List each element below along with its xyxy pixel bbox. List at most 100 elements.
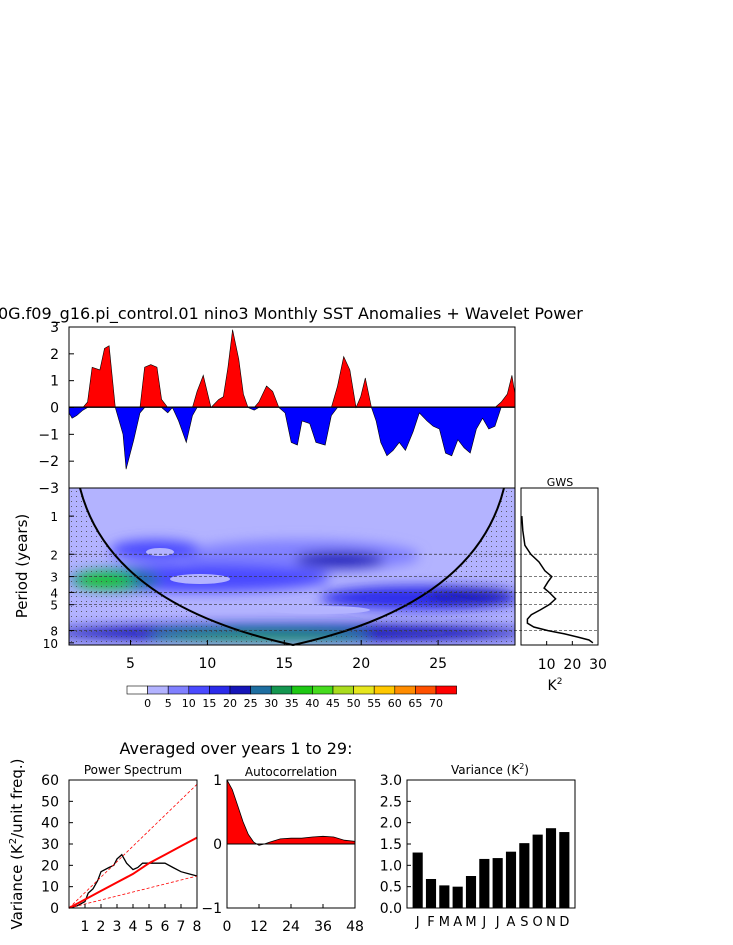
variance-y-tick-label: 3.0: [380, 773, 402, 789]
red-noise-lower-line: [69, 876, 197, 908]
main-title: 0G.f09_g16.pi_control.01 nino3 Monthly S…: [0, 304, 583, 324]
variance-title: Variance (K2): [451, 762, 529, 777]
colorbar-swatch: [354, 686, 375, 694]
variance-bars: [413, 828, 570, 908]
power-spectrum-frame: [69, 780, 197, 908]
sst-y-tick-label: 3: [50, 320, 59, 336]
variance-month-label: J: [481, 915, 486, 930]
power-spectrum-x-tick-label: 4: [129, 919, 138, 935]
colorbar-label: 45: [326, 697, 340, 710]
colorbar-label: 35: [285, 697, 299, 710]
variance-y-tick-label: 0.0: [380, 901, 402, 917]
variance-panel: Variance (K2) J F M A M J J A S O N D0.00.51.01.52.…: [380, 762, 575, 930]
power-spectrum-y-tick-label: 30: [41, 837, 59, 853]
variance-y-tick-label: 1.5: [380, 837, 402, 853]
gws-x-axis: 10 20 30: [538, 641, 607, 673]
autocorrelation-area: [227, 780, 355, 845]
variance-bar: [426, 879, 436, 908]
variance-bar: [559, 832, 569, 908]
variance-bar: [413, 853, 423, 908]
colorbar-swatch: [312, 686, 333, 694]
variance-bar: [439, 885, 449, 908]
colorbar-swatch: [251, 686, 272, 694]
autocorrelation-x-tick-label: 12: [250, 919, 268, 935]
wavelet-x-tick-label: 15: [275, 656, 293, 672]
variance-y-tick-label: 2.5: [380, 794, 402, 810]
gws-frame: [521, 488, 598, 645]
autocorrelation-axes: 0 12 24 36 4810−1: [201, 773, 364, 935]
wavelet-y-tick-label: 5: [50, 599, 58, 613]
colorbar-swatch: [148, 686, 169, 694]
variance-bar: [479, 859, 489, 908]
power-spectrum-y-tick-label: 60: [41, 773, 59, 789]
variance-bar: [519, 843, 529, 908]
wavelet-low-5yr: [270, 606, 370, 614]
wavelet-y-label: Period (years): [13, 514, 31, 619]
power-spectrum-y-tick-label: 10: [41, 880, 59, 896]
colorbar-swatch: [395, 686, 416, 694]
sst-y-tick-label: 0: [50, 401, 59, 417]
colorbar-swatch: [209, 686, 230, 694]
colorbar-label: 50: [347, 697, 361, 710]
colorbar-label: 20: [223, 697, 237, 710]
colorbar-label: 60: [388, 697, 402, 710]
variance-month-label: N: [546, 915, 556, 930]
sst-y-tick-label: 1: [50, 374, 59, 390]
colorbar-swatch: [230, 686, 251, 694]
wavelet-low-2yr: [146, 548, 174, 556]
variance-y-tick-label: 2.0: [380, 816, 402, 832]
colorbar-swatch: [168, 686, 189, 694]
power-spectrum-line: [69, 855, 197, 908]
variance-month-label: A: [453, 915, 462, 930]
variance-y-tick-label: 0.5: [380, 880, 402, 896]
variance-month-label: M: [465, 915, 476, 930]
colorbar: 0 5 10 15 20 25 30 35 40 45 50 55 60 65 70: [127, 686, 457, 710]
colorbar-swatch: [415, 686, 436, 694]
autocorrelation-x-tick-label: 36: [314, 919, 332, 935]
colorbar-label: 5: [165, 697, 172, 710]
sst-y-tick-label: −2: [38, 454, 59, 470]
gws-title: GWS: [547, 476, 573, 489]
power-spectrum-x-tick-label: 6: [161, 919, 170, 935]
power-spectrum-x-tick-label: 3: [113, 919, 122, 935]
colorbar-swatch: [271, 686, 292, 694]
sst-anomaly-panel: 3 2 1 0 −1 −2 −3: [38, 320, 515, 497]
red-noise-upper-line: [69, 784, 197, 908]
autocorrelation-x-tick-label: 24: [282, 919, 300, 935]
power-spectrum-y-tick-label: 20: [41, 858, 59, 874]
wavelet-x-tick-label: 10: [198, 656, 216, 672]
colorbar-swatch: [436, 686, 457, 694]
colorbar-swatch: [127, 686, 148, 694]
wavelet-x-tick-label: 25: [429, 656, 447, 672]
colorbar-label: 0: [144, 697, 151, 710]
power-spectrum-x-tick-label: 5: [145, 919, 154, 935]
variance-month-label: J: [495, 915, 500, 930]
variance-bar: [453, 887, 463, 908]
colorbar-label: 70: [429, 697, 443, 710]
autocorrelation-title: Autocorrelation: [245, 765, 337, 779]
power-spectrum-x-tick-label: 2: [97, 919, 106, 935]
wavelet-y-tick-label: 3: [50, 571, 58, 585]
wavelet-x-tick-label: 5: [126, 656, 135, 672]
subtitle: Averaged over years 1 to 29:: [120, 739, 353, 758]
gws-x-tick-label: 10: [538, 657, 556, 673]
sst-y-tick-label: −3: [38, 481, 59, 497]
colorbar-label: 25: [244, 697, 258, 710]
colorbar-swatch: [333, 686, 354, 694]
wavelet-x-tick-label: 20: [352, 656, 370, 672]
power-spectrum-y-tick-label: 0: [50, 901, 59, 917]
power-spectrum-y-label: Variance (K2/unit freq.): [8, 758, 26, 929]
autocorrelation-y-tick-label: 0: [213, 837, 222, 853]
variance-month-label: S: [520, 915, 528, 930]
colorbar-label: 15: [202, 697, 216, 710]
gws-x-tick-label: 30: [589, 657, 607, 673]
colorbar-label: 65: [408, 697, 422, 710]
sst-y-tick-label: −1: [38, 427, 59, 443]
variance-y-tick-label: 1.0: [380, 858, 402, 874]
autocorrelation-x-tick-label: 0: [223, 919, 232, 935]
variance-bar: [466, 876, 476, 908]
power-spectrum-panel: Power Spectrum 1 2 3 4 5 6 7 8 0 10 20 30 40 50 60 Var…: [8, 758, 201, 935]
